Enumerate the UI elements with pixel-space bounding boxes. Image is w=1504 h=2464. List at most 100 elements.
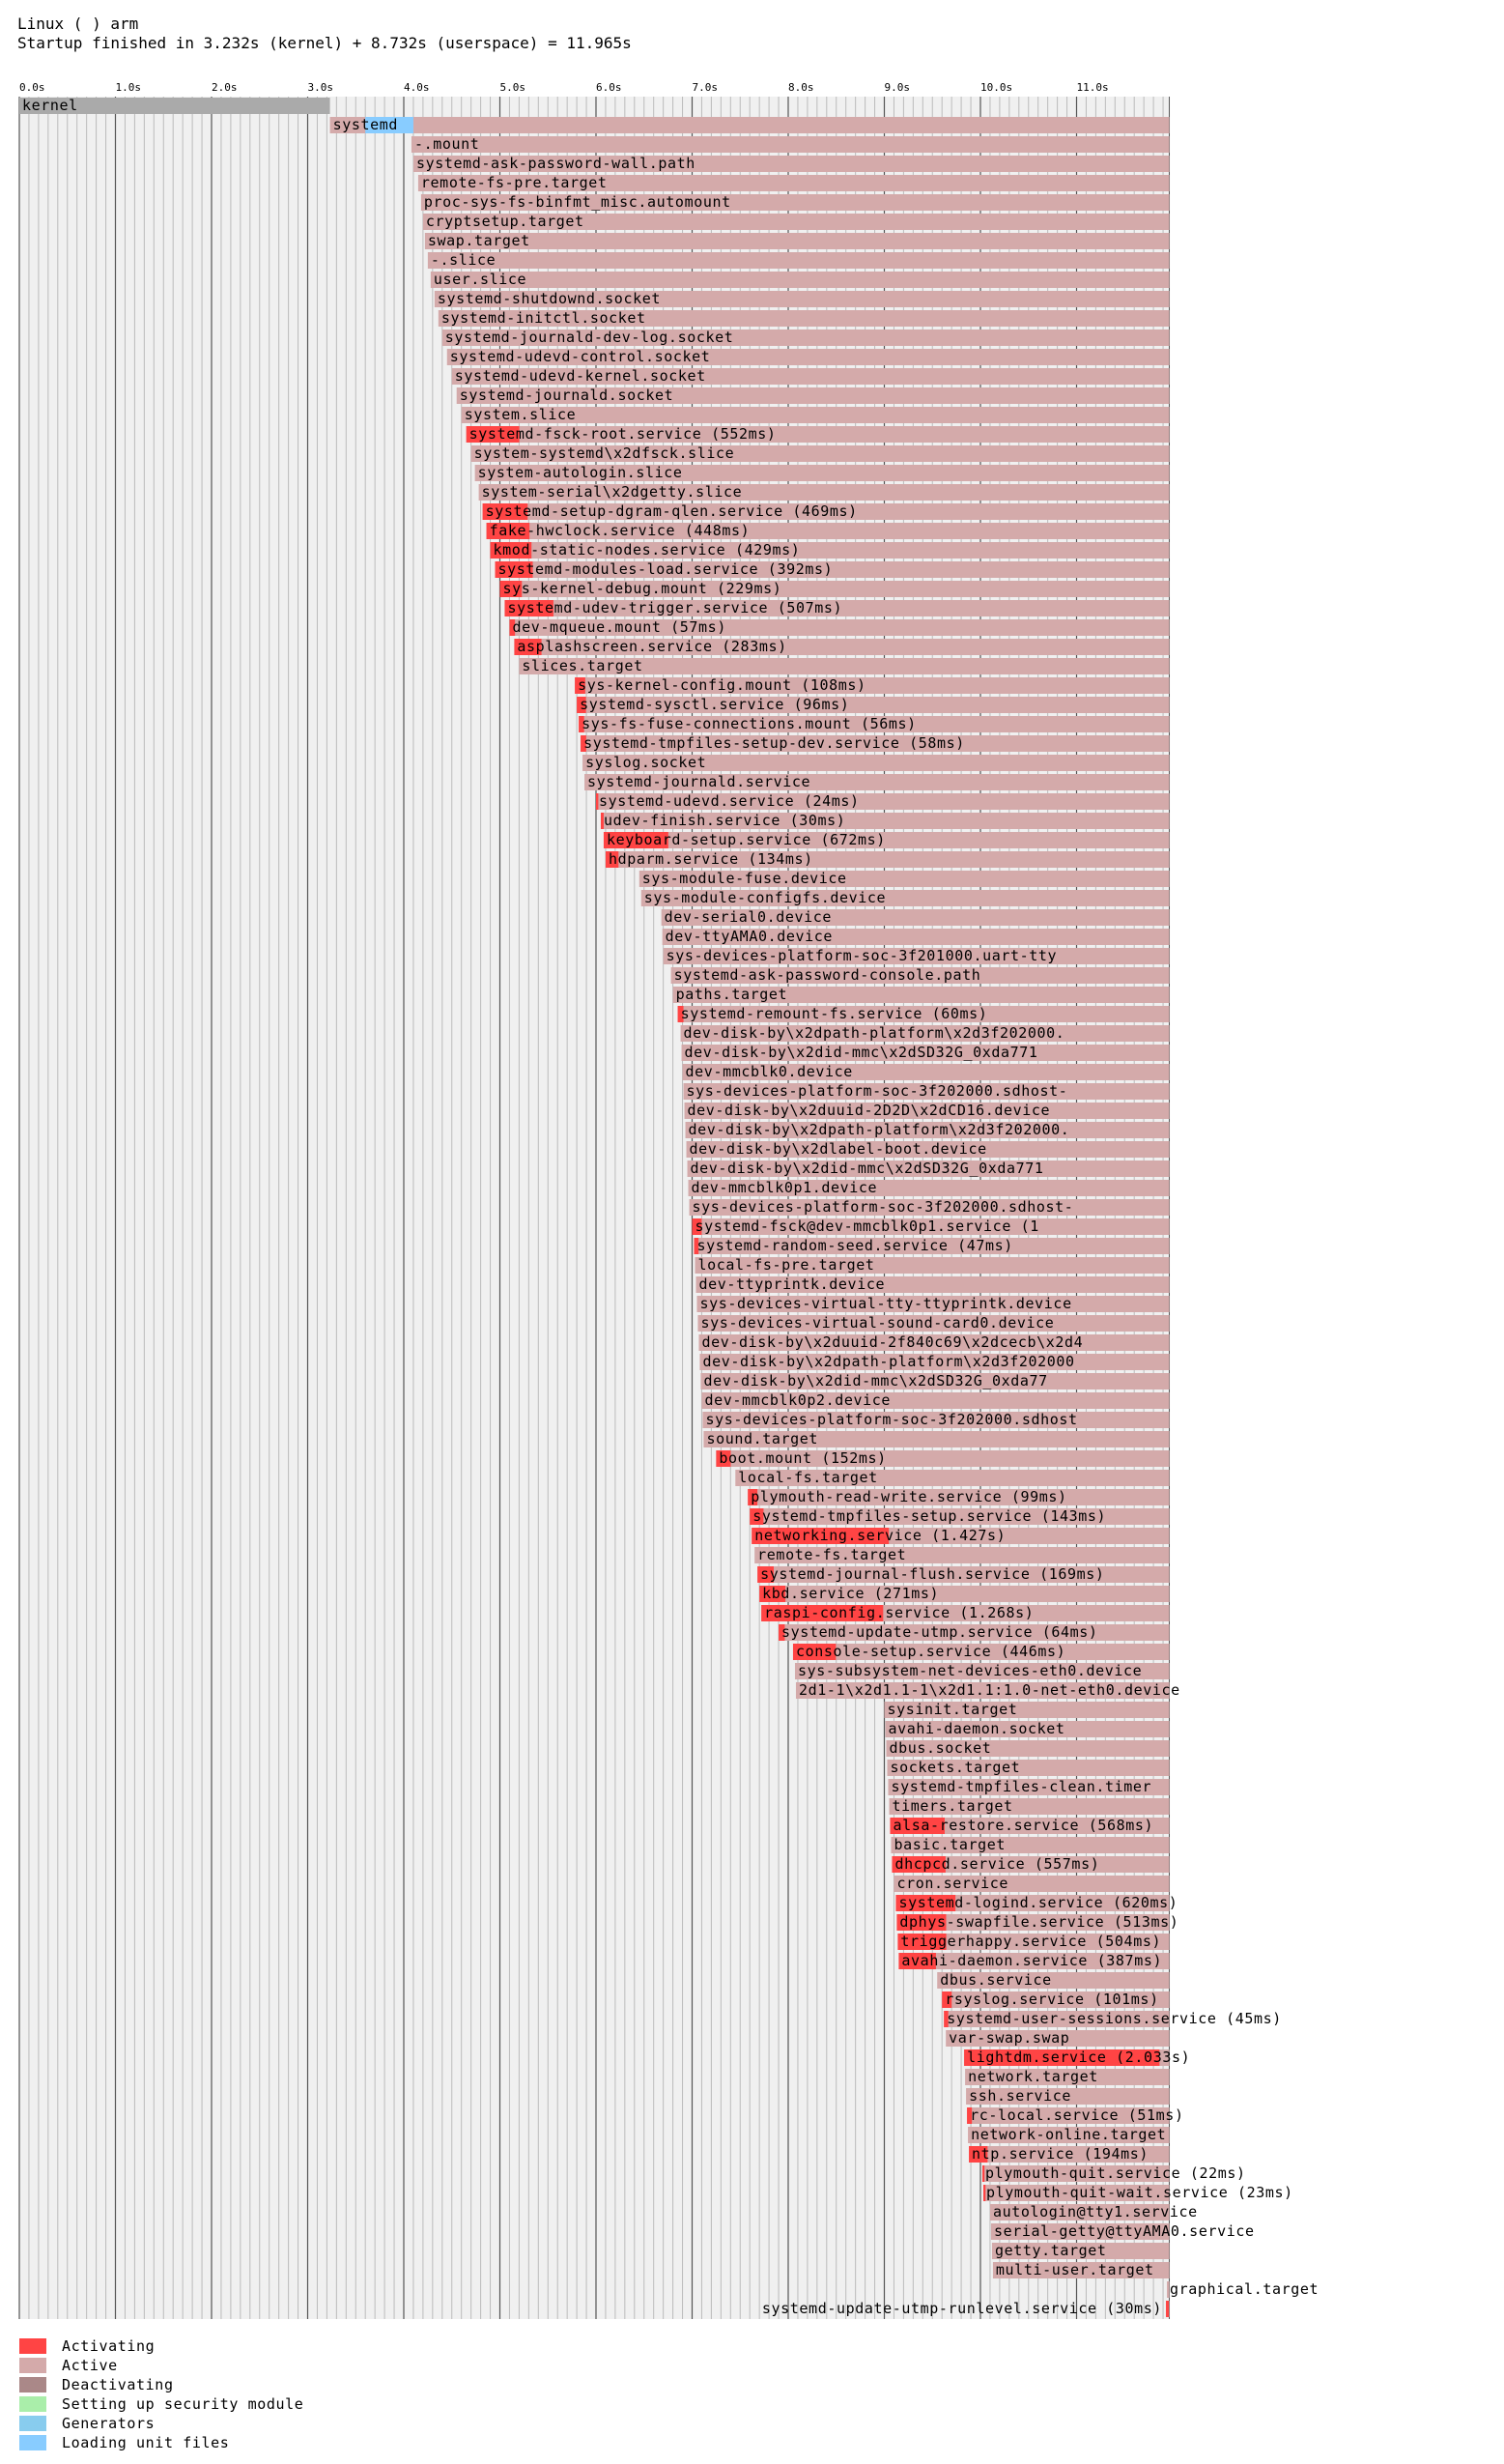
unit-label: systemd-user-sessions.service (45ms)	[947, 2010, 1282, 2027]
plot-area: 0.0s 1.0s 2.0s 3.0s 4.0s 5.0s 6.0s 7.0s 8.0s 9.0s…	[18, 81, 1319, 2319]
unit-label: dev-ttyAMA0.device	[666, 928, 833, 945]
unit-active-bar	[887, 1760, 1170, 1776]
unit-activating-bar	[692, 1218, 702, 1235]
unit-active-bar	[662, 929, 1170, 945]
unit-label: system-autologin.slice	[478, 464, 683, 481]
unit-active-bar	[991, 2243, 1170, 2259]
unit-activating-bar	[792, 1644, 837, 1660]
unit-label: dev-serial0.device	[665, 908, 832, 926]
unit-label: sys-devices-platform-soc-3f202000.sdhost…	[693, 1198, 1074, 1216]
unit-label: boot.mount (152ms)	[719, 1449, 886, 1467]
legend-swatch	[19, 2435, 46, 2450]
unit-active-bar	[661, 909, 1170, 926]
kernel-label: kernel	[22, 97, 78, 114]
unit-label: hdparm.service (134ms)	[609, 850, 813, 868]
unit-active-bar	[686, 1141, 1170, 1158]
unit-label: systemd-logind.service (620ms)	[898, 1894, 1178, 1911]
unit-label: systemd-journald.service	[587, 773, 810, 790]
unit-activating-bar	[967, 2107, 973, 2124]
unit-label: asplashscreen.service (283ms)	[517, 638, 786, 655]
unit-active-bar	[684, 1103, 1170, 1119]
unit-activating-bar	[579, 716, 584, 732]
unit-label: timers.target	[892, 1797, 1012, 1815]
unit-active-bar	[696, 1296, 1170, 1312]
unit-active-bar	[663, 948, 1170, 964]
unit-label: dhcpcd.service (557ms)	[894, 1855, 1099, 1873]
unit-active-bar	[672, 987, 1170, 1003]
unit-label: autologin@tty1.service	[993, 2203, 1198, 2220]
unit-active-bar	[424, 233, 1170, 249]
systemd-bar	[329, 117, 1170, 133]
unit-active-bar	[750, 1508, 1170, 1525]
unit-active-bar	[509, 619, 1170, 636]
unit-active-bar	[697, 1315, 1170, 1332]
unit-active-bar	[885, 1721, 1170, 1737]
unit-active-bar	[897, 1934, 1170, 1950]
unit-active-bar	[677, 1006, 1170, 1022]
unit-label: dev-mmcblk0p2.device	[704, 1391, 891, 1409]
unit-activating-bar	[1166, 2301, 1170, 2317]
unit-activating-bar	[495, 561, 533, 578]
unit-label: raspi-config.service (1.268s)	[764, 1604, 1034, 1621]
unit-label: sys-devices-virtual-tty-ttyprintk.device	[699, 1295, 1071, 1312]
unit-label: ntp.service (194ms)	[972, 2145, 1149, 2163]
unit-label: basic.target	[894, 1836, 1006, 1853]
unit-label: dphys-swapfile.service (513ms)	[899, 1913, 1178, 1931]
unit-label: dbus.service	[940, 1971, 1052, 1989]
unit-label: networking.service (1.427s)	[754, 1527, 1006, 1544]
unit-label: proc-sys-fs-binfmt_misc.automount	[424, 193, 731, 211]
unit-label: sys-devices-platform-soc-3f201000.uart-t…	[667, 947, 1058, 964]
x-tick-label: 0.0s	[19, 81, 45, 94]
unit-activating-bar	[499, 581, 523, 597]
unit-label: network-online.target	[971, 2126, 1166, 2143]
kernel-bar	[19, 98, 330, 114]
unit-label: lightdm.service (2.033s)	[967, 2049, 1190, 2066]
unit-label: systemd-journald-dev-log.socket	[445, 329, 734, 346]
unit-label: dev-disk-by\x2did-mmc\x2dSD32G_0xda771	[691, 1160, 1044, 1177]
unit-active-bar	[944, 2011, 1170, 2027]
unit-activating-bar	[677, 1006, 684, 1022]
unit-activating-bar	[716, 1450, 731, 1467]
unit-active-bar	[461, 407, 1170, 423]
unit-label: kmod-static-nodes.service (429ms)	[494, 541, 801, 559]
unit-active-bar	[596, 793, 1170, 810]
unit-active-bar	[490, 542, 1170, 559]
unit-label: -.slice	[431, 251, 496, 269]
unit-label: sys-devices-platform-soc-3f202000.sdhost…	[687, 1082, 1068, 1100]
unit-activating-bar	[504, 600, 553, 616]
unit-activating-bar	[577, 697, 586, 713]
unit-label: dev-disk-by\x2did-mmc\x2dSD32G_0xda77	[703, 1372, 1047, 1390]
unit-activating-bar	[944, 2011, 949, 2027]
unit-active-bar	[689, 1199, 1170, 1216]
legend-swatch	[19, 2396, 46, 2412]
unit-label: system.slice	[465, 406, 577, 423]
unit-active-bar	[896, 1914, 1170, 1931]
unit-activating-bar	[694, 1238, 699, 1254]
unit-activating-bar	[942, 1991, 952, 2008]
unit-label: 2d1-1\x2d1.1-1\x2d1.1:1.0-net-eth0.devic…	[799, 1681, 1180, 1699]
unit-activating-bar	[490, 542, 532, 559]
legend-label: Loading unit files	[62, 2434, 229, 2451]
unit-activating-bar	[761, 1605, 884, 1621]
unit-active-bar	[694, 1238, 1170, 1254]
unit-label: avahi-daemon.socket	[888, 1720, 1064, 1737]
unit-label: cryptsetup.target	[426, 213, 584, 230]
unit-label: kbd.service (271ms)	[762, 1585, 939, 1602]
unit-active-bar	[478, 484, 1170, 501]
unit-label: systemd-udevd-control.socket	[450, 348, 711, 365]
legend-swatch	[19, 2377, 46, 2392]
unit-active-bar	[989, 2204, 1170, 2220]
x-tick-label: 5.0s	[500, 81, 526, 94]
unit-label: sys-module-configfs.device	[644, 889, 886, 906]
x-tick-label: 10.0s	[980, 81, 1012, 94]
unit-active-bar	[692, 1218, 1170, 1235]
unit-activating-bar	[605, 851, 619, 868]
unit-active-bar	[965, 2069, 1170, 2085]
x-tick-label: 3.0s	[308, 81, 334, 94]
x-tick-label: 4.0s	[404, 81, 430, 94]
unit-active-bar	[577, 697, 1170, 713]
unit-active-bar	[417, 175, 1170, 191]
unit-active-bar	[412, 156, 1170, 172]
unit-active-bar	[420, 194, 1170, 211]
unit-activating-bar	[600, 813, 604, 829]
